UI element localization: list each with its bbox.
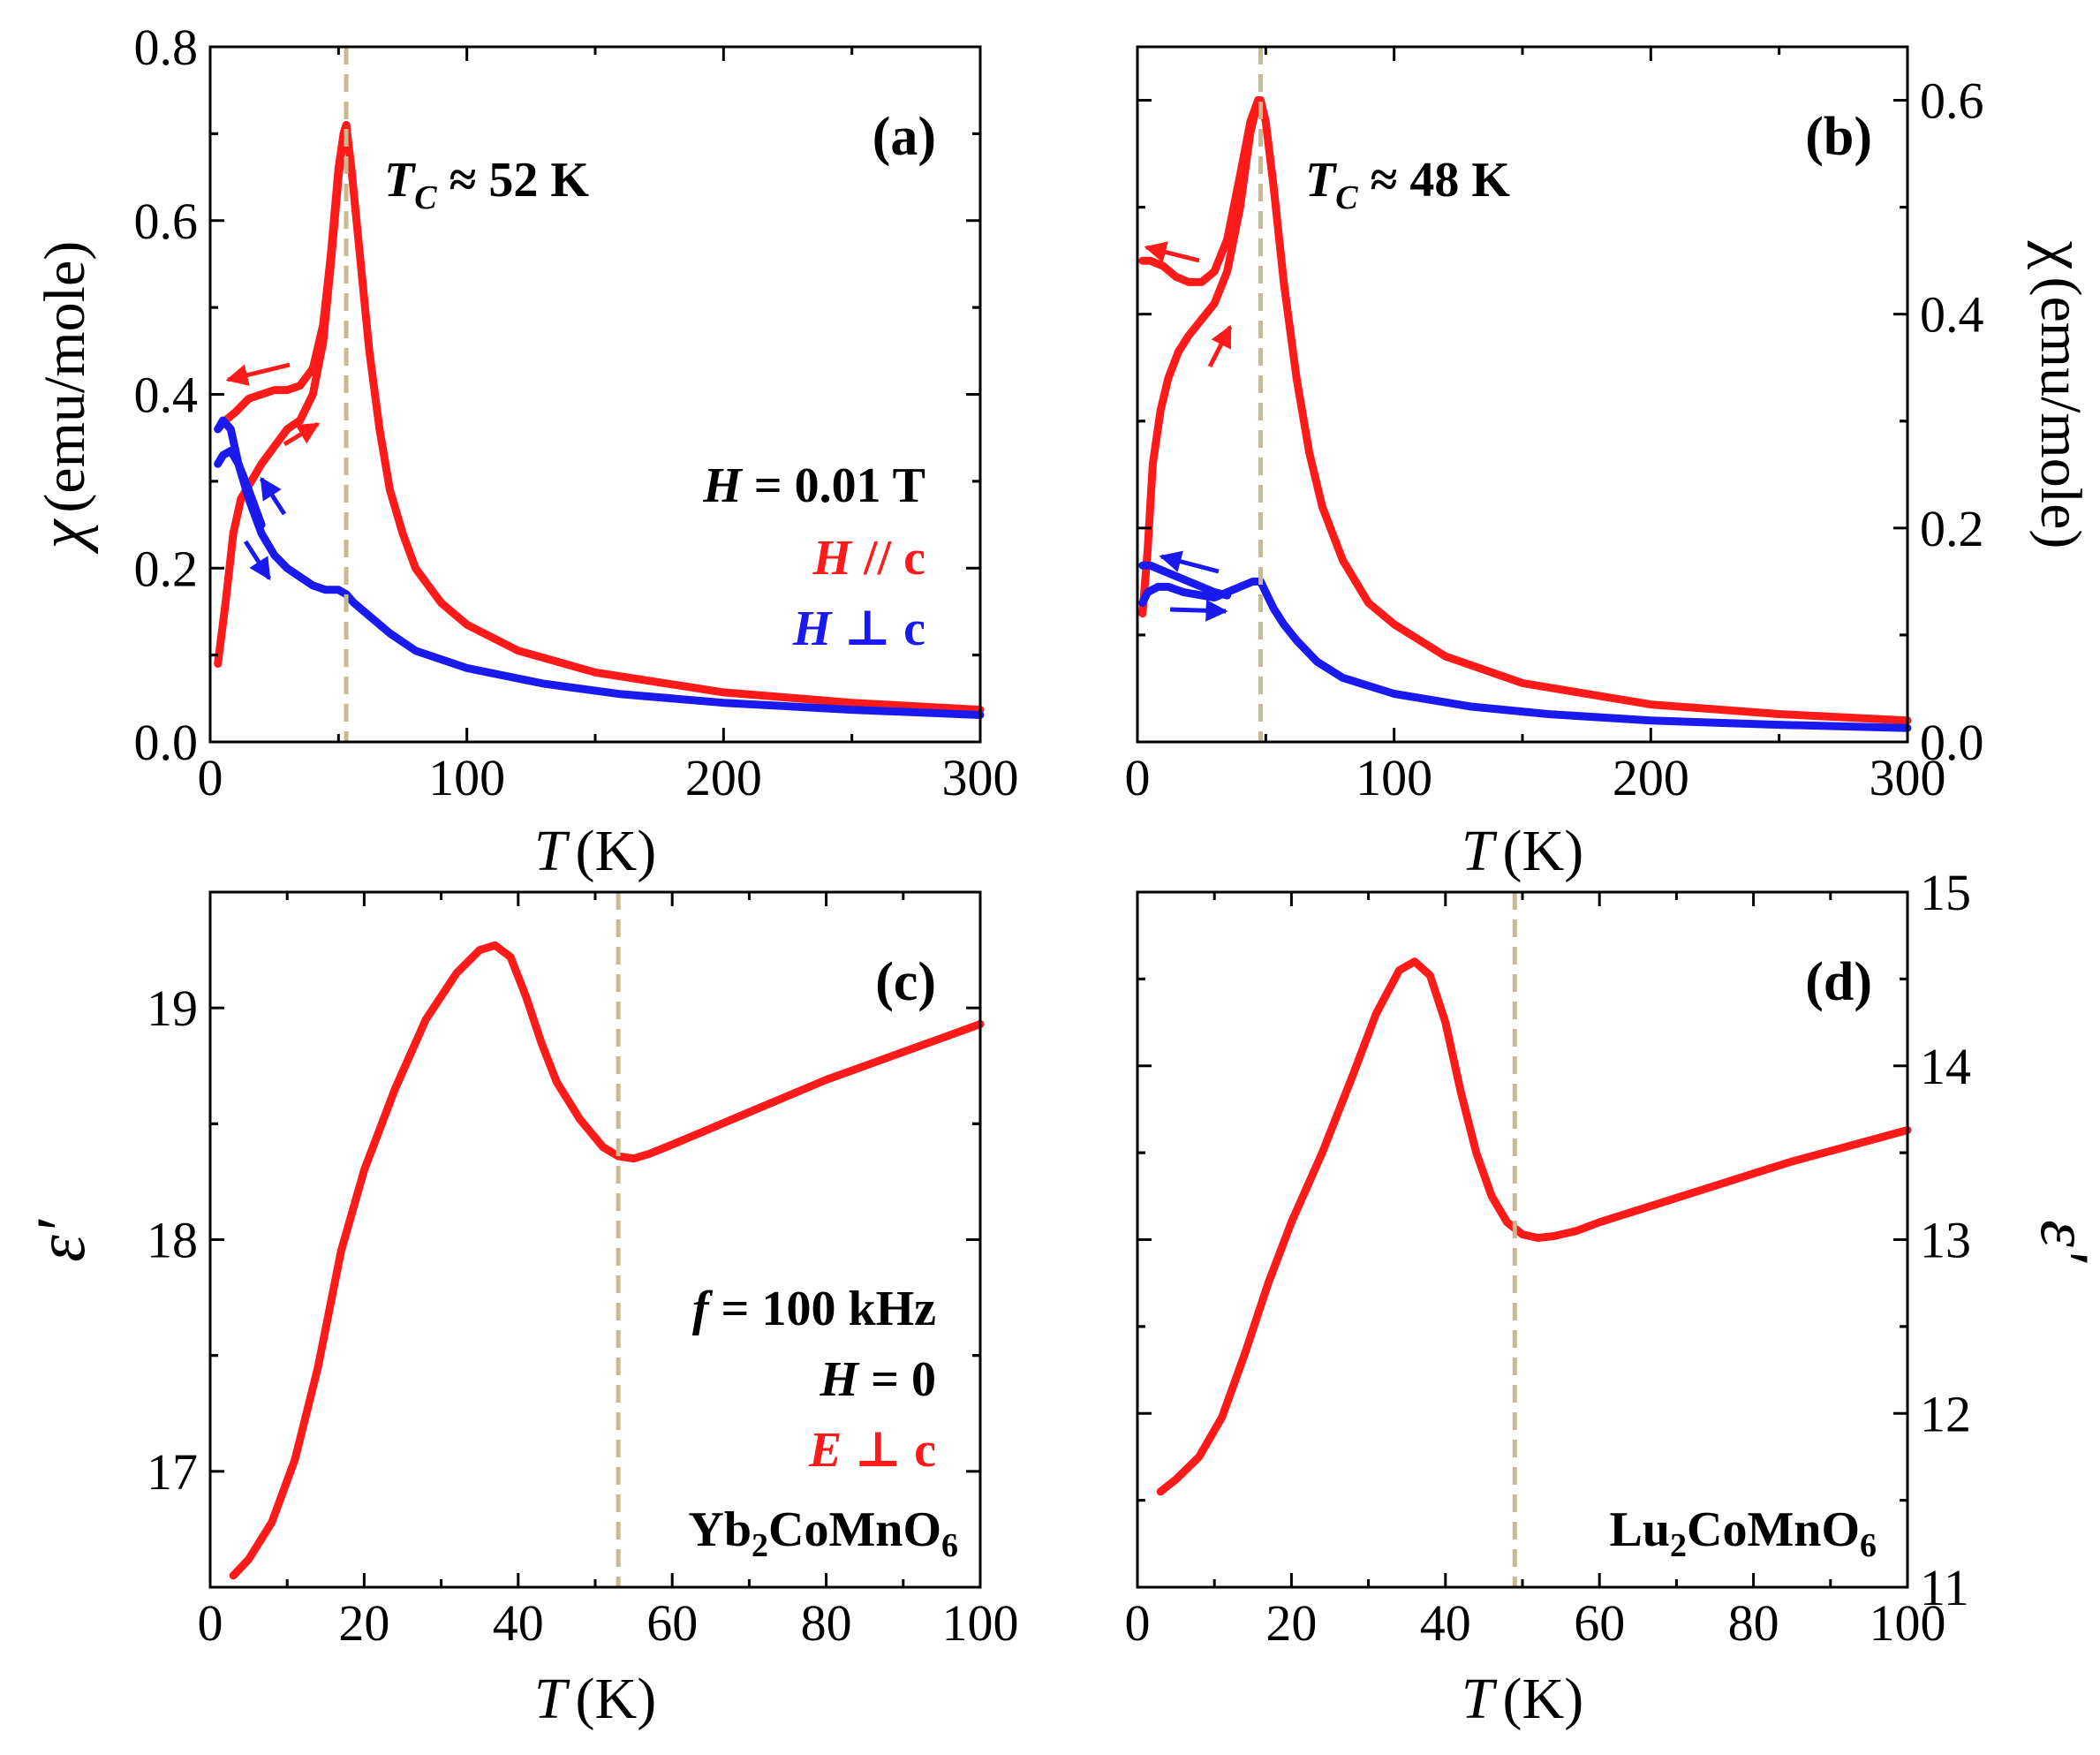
panel-a-cooling-arrow	[225, 362, 291, 386]
panel-c-xlabel: T (K)	[534, 1667, 656, 1731]
panel-b-warming-arrow	[1207, 324, 1233, 368]
panel-d-ytick-label: 12	[1920, 1385, 1971, 1442]
panel-b-cooling-arrow-blue	[1159, 550, 1220, 574]
panel-c-frame	[208, 890, 982, 1589]
panel-d-ytick-label: 11	[1920, 1559, 1969, 1616]
panel-d-xtick-label: 60	[1574, 1594, 1625, 1652]
panel-d-ytick-label: 15	[1920, 864, 1971, 921]
panel-c-ytick-label: 18	[147, 1212, 198, 1269]
panel-b-ytick-label: 0.0	[1920, 714, 1984, 771]
panel-c-label: (c)	[875, 952, 936, 1012]
panel-b-tc-label: TC ≈ 48 K	[1305, 153, 1510, 216]
panel-d-ytick-label: 13	[1920, 1212, 1971, 1269]
panel-c-ytick-label: 19	[147, 980, 198, 1037]
panel-c-series-0	[229, 941, 985, 1580]
panel-a-warming-arrow	[283, 421, 321, 447]
panel-c-xtick-label: 80	[801, 1594, 852, 1652]
panel-c-frequency-annotation: f = 100 kHz	[692, 1282, 936, 1336]
panel-a-ylabel: χ(emu/mole)	[26, 241, 99, 554]
panel-b-series-1	[1138, 96, 1265, 286]
panel-d-xtick-label: 20	[1265, 1594, 1317, 1652]
panel-d-xtick-label: 0	[1125, 1594, 1151, 1652]
panel-a-series-1	[214, 121, 351, 434]
panel-b-ytick-label: 0.6	[1920, 72, 1984, 130]
panel-c-compound-label: Yb2CoMnO6	[688, 1502, 958, 1564]
panel-c-xtick-label: 60	[646, 1594, 698, 1652]
panel-a-ticks: 0 100 200 300 0.0 0.2 0.4 0.6 0.8	[134, 19, 1019, 806]
panel-a-series-3	[214, 446, 266, 529]
panel-b-xlabel: T (K)	[1462, 819, 1583, 883]
panel-b-xtick-label: 200	[1613, 749, 1689, 806]
panel-b-ylabel: χ(emu/mole)	[2027, 240, 2099, 549]
panel-b-warming-arrow-blue	[1169, 599, 1228, 622]
panel-d-ytick-label: 14	[1920, 1038, 1971, 1095]
panel-c-curves	[229, 941, 985, 1580]
panel-c-ytick-label: 17	[147, 1443, 198, 1501]
panel-a-ytick-label: 0.4	[134, 367, 199, 424]
panel-d-curves	[1156, 957, 1912, 1496]
panel-c-efield-annotation: E ⊥ c	[808, 1423, 936, 1478]
panel-c-ylabel: ε′	[22, 1218, 99, 1262]
panel-a-curves	[214, 121, 985, 719]
panel-a-parallel-legend: H // c	[812, 531, 925, 586]
panel-a-xlabel: T (K)	[534, 819, 656, 883]
panel-a-label: (a)	[872, 107, 936, 167]
panel-c: 0 20 40 60 80 100 17 18 19 (c) f = 100 kHz H = 0…	[22, 890, 1019, 1731]
panel-a-field-annotation: H = 0.01 T	[702, 458, 925, 513]
panel-d-xtick-label: 40	[1420, 1594, 1471, 1652]
panel-b-ytick-label: 0.4	[1920, 286, 1984, 344]
panel-d-compound-label: Lu2CoMnO6	[1610, 1502, 1877, 1564]
panel-a-xtick-label: 300	[942, 749, 1019, 806]
panel-d-xtick-label: 100	[1870, 1594, 1946, 1652]
panel-b-cooling-arrow	[1144, 241, 1200, 263]
panel-b-xtick-label: 0	[1125, 749, 1151, 806]
panel-a-perpendicular-legend: H ⊥ c	[792, 601, 925, 656]
panel-b-label: (b)	[1805, 107, 1872, 167]
panel-a-ytick-label: 0.2	[134, 540, 199, 597]
panel-c-field-annotation: H = 0	[820, 1352, 936, 1407]
panel-b-xtick-label: 100	[1356, 749, 1432, 806]
panel-a-frame	[208, 45, 982, 744]
panel-a-xtick-label: 100	[428, 749, 505, 806]
panel-c-xtick-label: 20	[338, 1594, 389, 1652]
panel-d-xtick-label: 80	[1728, 1594, 1779, 1652]
panel-b-frame	[1136, 45, 1909, 744]
panel-b-curves	[1138, 96, 1912, 732]
panel-a-ytick-label: 0.8	[134, 19, 199, 76]
panel-a-arrows	[225, 362, 321, 581]
panel-b-series-3	[1138, 561, 1232, 600]
panel-a-ytick-label: 0.0	[134, 714, 199, 771]
panel-b-series-0	[1138, 96, 1912, 725]
panel-d-label: (d)	[1805, 952, 1872, 1012]
panel-d-ylabel: ε′	[2027, 1220, 2100, 1264]
panel-a-ytick-label: 0.6	[134, 193, 199, 250]
panel-a-cooling-arrow-blue	[259, 476, 287, 516]
panel-d-series-0	[1156, 957, 1912, 1496]
panel-a-xtick-label: 200	[685, 749, 762, 806]
panel-b-ytick-label: 0.2	[1920, 500, 1984, 557]
panel-a-tc-label: TC ≈ 52 K	[384, 153, 589, 216]
panel-b-arrows	[1144, 241, 1233, 622]
panel-d-xlabel: T (K)	[1462, 1667, 1583, 1731]
panel-a-xtick-label: 0	[198, 749, 223, 806]
panel-d-frame	[1136, 890, 1909, 1589]
panel-c-xtick-label: 100	[942, 1594, 1019, 1652]
panel-c-xtick-label: 40	[493, 1594, 544, 1652]
panel-c-xtick-label: 0	[198, 1594, 223, 1652]
panel-b-xtick-label: 300	[1870, 749, 1946, 806]
panel-a-warming-arrow-blue	[243, 540, 272, 581]
panel-b-series-2	[1138, 577, 1912, 732]
